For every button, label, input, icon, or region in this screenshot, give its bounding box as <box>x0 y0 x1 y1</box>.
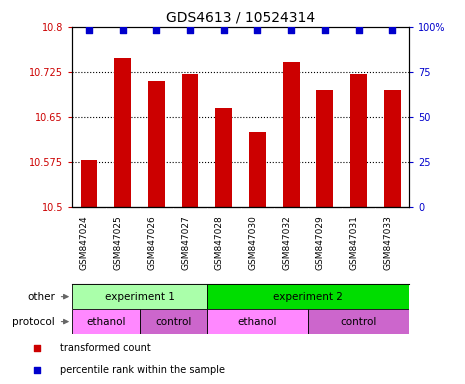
Bar <box>72 284 207 309</box>
Text: GSM847027: GSM847027 <box>181 215 190 270</box>
Text: transformed count: transformed count <box>60 343 151 353</box>
Point <box>119 27 126 33</box>
Point <box>85 27 93 33</box>
Bar <box>114 58 131 207</box>
Point <box>287 27 295 33</box>
Bar <box>72 309 140 334</box>
Text: other: other <box>27 291 55 302</box>
Text: GSM847024: GSM847024 <box>80 215 89 270</box>
Point <box>355 27 362 33</box>
Text: percentile rank within the sample: percentile rank within the sample <box>60 365 226 375</box>
Text: GSM847025: GSM847025 <box>113 215 123 270</box>
Bar <box>317 90 333 207</box>
Point <box>220 27 227 33</box>
Title: GDS4613 / 10524314: GDS4613 / 10524314 <box>166 10 315 24</box>
Text: protocol: protocol <box>13 316 55 327</box>
Point <box>186 27 194 33</box>
Text: experiment 2: experiment 2 <box>273 291 343 302</box>
Point <box>321 27 329 33</box>
Text: control: control <box>155 316 192 327</box>
Text: experiment 1: experiment 1 <box>105 291 174 302</box>
Point <box>153 27 160 33</box>
Bar <box>182 74 199 207</box>
Bar <box>215 108 232 207</box>
Text: GSM847030: GSM847030 <box>248 215 258 270</box>
Bar <box>207 284 409 309</box>
Text: GSM847031: GSM847031 <box>350 215 359 270</box>
Text: ethanol: ethanol <box>238 316 277 327</box>
Point <box>254 27 261 33</box>
Bar <box>384 90 401 207</box>
Bar <box>283 62 299 207</box>
Text: GSM847026: GSM847026 <box>147 215 156 270</box>
Text: GSM847032: GSM847032 <box>282 215 291 270</box>
Text: GSM847033: GSM847033 <box>383 215 392 270</box>
Text: GSM847028: GSM847028 <box>215 215 224 270</box>
Bar <box>308 309 409 334</box>
Text: ethanol: ethanol <box>86 316 126 327</box>
Bar <box>249 132 266 207</box>
Bar <box>80 161 97 207</box>
Bar <box>207 309 308 334</box>
Point <box>389 27 396 33</box>
Text: control: control <box>340 316 377 327</box>
Bar <box>148 81 165 207</box>
Bar <box>140 309 207 334</box>
Bar <box>350 74 367 207</box>
Text: GSM847029: GSM847029 <box>316 215 325 270</box>
